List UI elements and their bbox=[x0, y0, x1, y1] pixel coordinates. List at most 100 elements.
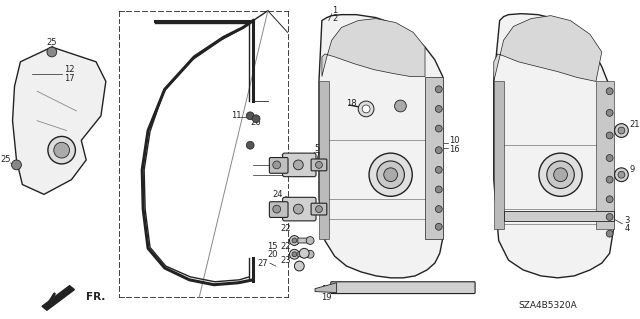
Circle shape bbox=[614, 168, 628, 182]
Circle shape bbox=[435, 147, 442, 154]
Circle shape bbox=[606, 155, 613, 161]
Circle shape bbox=[54, 142, 70, 158]
Circle shape bbox=[606, 196, 613, 203]
FancyBboxPatch shape bbox=[311, 159, 327, 171]
Text: 8: 8 bbox=[292, 211, 298, 219]
FancyBboxPatch shape bbox=[298, 252, 310, 257]
Circle shape bbox=[539, 153, 582, 196]
Text: 1: 1 bbox=[332, 6, 337, 15]
Circle shape bbox=[316, 161, 323, 168]
Text: 22: 22 bbox=[280, 242, 291, 251]
Text: 21: 21 bbox=[629, 120, 640, 129]
Circle shape bbox=[614, 124, 628, 137]
Circle shape bbox=[618, 127, 625, 134]
Text: 25: 25 bbox=[1, 155, 11, 165]
Circle shape bbox=[293, 204, 303, 214]
Text: 15: 15 bbox=[268, 242, 278, 251]
Circle shape bbox=[435, 186, 442, 193]
Text: 10: 10 bbox=[449, 136, 460, 145]
FancyBboxPatch shape bbox=[269, 158, 288, 173]
Polygon shape bbox=[596, 81, 614, 229]
Text: 5: 5 bbox=[314, 144, 319, 153]
Polygon shape bbox=[322, 19, 425, 77]
Text: 7: 7 bbox=[314, 152, 319, 160]
Text: SZA4B5320A: SZA4B5320A bbox=[518, 301, 577, 310]
Circle shape bbox=[48, 137, 76, 164]
FancyBboxPatch shape bbox=[504, 211, 614, 221]
Circle shape bbox=[435, 106, 442, 112]
Circle shape bbox=[273, 205, 281, 213]
Circle shape bbox=[362, 105, 370, 113]
Circle shape bbox=[606, 176, 613, 183]
Circle shape bbox=[606, 213, 613, 220]
Polygon shape bbox=[319, 81, 329, 239]
Circle shape bbox=[618, 171, 625, 178]
Text: 22: 22 bbox=[280, 224, 291, 233]
Polygon shape bbox=[315, 283, 337, 293]
Circle shape bbox=[306, 237, 314, 244]
Circle shape bbox=[435, 167, 442, 173]
Text: 6: 6 bbox=[292, 203, 298, 211]
Polygon shape bbox=[494, 14, 614, 278]
Circle shape bbox=[246, 141, 254, 149]
Text: 19: 19 bbox=[321, 293, 332, 302]
Circle shape bbox=[252, 115, 260, 123]
Circle shape bbox=[12, 160, 21, 170]
Text: 13: 13 bbox=[321, 285, 332, 294]
Text: 16: 16 bbox=[296, 170, 306, 179]
Text: 20: 20 bbox=[268, 250, 278, 259]
Circle shape bbox=[246, 112, 254, 120]
Circle shape bbox=[358, 101, 374, 117]
Text: 18: 18 bbox=[346, 99, 356, 108]
Circle shape bbox=[606, 230, 613, 237]
Circle shape bbox=[306, 250, 314, 258]
Circle shape bbox=[435, 223, 442, 230]
Circle shape bbox=[554, 168, 568, 182]
Circle shape bbox=[384, 168, 397, 182]
Text: 4: 4 bbox=[625, 224, 630, 233]
Circle shape bbox=[606, 88, 613, 95]
Circle shape bbox=[377, 161, 404, 189]
Text: 24: 24 bbox=[273, 190, 283, 199]
Circle shape bbox=[300, 249, 309, 258]
Polygon shape bbox=[494, 16, 602, 81]
Polygon shape bbox=[425, 77, 443, 239]
Text: 23: 23 bbox=[280, 256, 291, 265]
Polygon shape bbox=[319, 15, 443, 278]
Text: FR.: FR. bbox=[86, 293, 106, 302]
FancyBboxPatch shape bbox=[311, 203, 327, 215]
Polygon shape bbox=[494, 81, 504, 229]
Text: 23: 23 bbox=[280, 153, 291, 162]
Circle shape bbox=[606, 109, 613, 116]
Polygon shape bbox=[42, 286, 74, 310]
Circle shape bbox=[316, 206, 323, 212]
Circle shape bbox=[606, 132, 613, 139]
Polygon shape bbox=[13, 47, 106, 194]
Text: 2: 2 bbox=[332, 14, 337, 23]
Text: 9: 9 bbox=[629, 165, 634, 174]
FancyBboxPatch shape bbox=[269, 202, 288, 218]
Text: 27: 27 bbox=[258, 259, 268, 268]
Circle shape bbox=[293, 160, 303, 170]
Text: 17: 17 bbox=[64, 74, 75, 83]
FancyBboxPatch shape bbox=[283, 153, 316, 177]
FancyBboxPatch shape bbox=[283, 197, 316, 221]
Text: 26: 26 bbox=[251, 118, 261, 127]
Circle shape bbox=[435, 125, 442, 132]
Circle shape bbox=[395, 100, 406, 112]
Text: 16: 16 bbox=[449, 145, 460, 154]
Circle shape bbox=[292, 238, 297, 243]
FancyBboxPatch shape bbox=[331, 282, 475, 293]
Text: 3: 3 bbox=[625, 216, 630, 226]
Circle shape bbox=[289, 236, 300, 245]
Circle shape bbox=[294, 261, 304, 271]
Text: 12: 12 bbox=[64, 65, 75, 74]
Circle shape bbox=[292, 252, 297, 257]
Text: 11: 11 bbox=[231, 111, 242, 120]
Circle shape bbox=[273, 161, 281, 169]
Text: 10: 10 bbox=[296, 160, 306, 169]
Circle shape bbox=[435, 86, 442, 93]
Circle shape bbox=[435, 206, 442, 212]
Circle shape bbox=[289, 249, 300, 259]
FancyBboxPatch shape bbox=[298, 238, 310, 243]
